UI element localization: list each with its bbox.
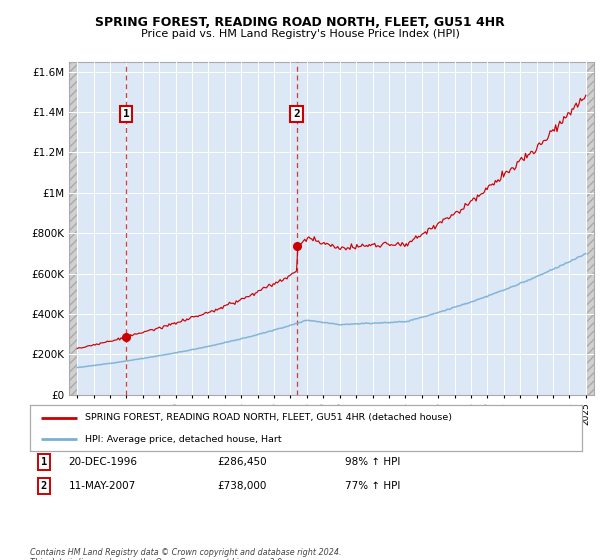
Text: 2: 2 [293, 109, 300, 119]
Text: 77% ↑ HPI: 77% ↑ HPI [344, 481, 400, 491]
Text: SPRING FOREST, READING ROAD NORTH, FLEET, GU51 4HR: SPRING FOREST, READING ROAD NORTH, FLEET… [95, 16, 505, 29]
Text: 1: 1 [41, 458, 47, 468]
Text: Price paid vs. HM Land Registry's House Price Index (HPI): Price paid vs. HM Land Registry's House … [140, 29, 460, 39]
Text: 11-MAY-2007: 11-MAY-2007 [68, 481, 136, 491]
Text: 98% ↑ HPI: 98% ↑ HPI [344, 458, 400, 468]
Text: Contains HM Land Registry data © Crown copyright and database right 2024.: Contains HM Land Registry data © Crown c… [30, 548, 341, 557]
Text: 2: 2 [41, 481, 47, 491]
Text: £738,000: £738,000 [218, 481, 267, 491]
Text: 20-DEC-1996: 20-DEC-1996 [68, 458, 137, 468]
Text: HPI: Average price, detached house, Hart: HPI: Average price, detached house, Hart [85, 435, 282, 444]
Text: SPRING FOREST, READING ROAD NORTH, FLEET, GU51 4HR (detached house): SPRING FOREST, READING ROAD NORTH, FLEET… [85, 413, 452, 422]
Text: 1: 1 [122, 109, 130, 119]
Text: £286,450: £286,450 [218, 458, 268, 468]
Text: This data is licensed under the Open Government Licence v3.0.: This data is licensed under the Open Gov… [30, 558, 284, 560]
